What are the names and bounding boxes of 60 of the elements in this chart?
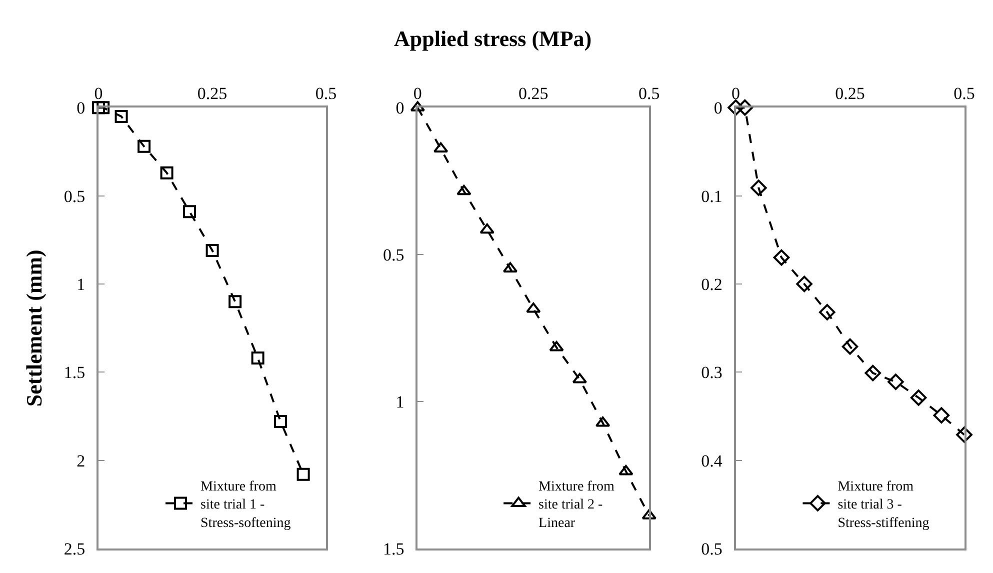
- x-tick-label: 0.25: [835, 84, 865, 103]
- y-tick-label: 2.5: [64, 539, 86, 558]
- legend-label: Mixture from site trial 1 - Stress-softening: [200, 479, 291, 531]
- legend-label: Mixture from site trial 2 - Linear: [538, 479, 614, 531]
- point: [773, 249, 790, 266]
- y-tick-label: 0.2: [701, 274, 722, 294]
- y-tick-label: 1.5: [383, 539, 404, 558]
- point: [92, 101, 106, 114]
- x-tick-label: 0.25: [197, 84, 228, 103]
- x-tick-label: 0: [94, 84, 103, 103]
- point: [480, 223, 494, 234]
- x-tick-label: 0.5: [315, 84, 337, 103]
- x-tick-label: 0.5: [638, 84, 660, 103]
- y-tick-label: 0.3: [701, 363, 722, 382]
- point: [526, 302, 541, 313]
- point: [114, 110, 128, 123]
- y-tick-label: 0: [714, 98, 722, 118]
- point: [642, 509, 656, 520]
- y-tick-label: 0.5: [701, 539, 722, 558]
- y-tick-label: 2: [76, 451, 86, 470]
- point: [296, 468, 310, 481]
- x-tick-label: 0.25: [518, 84, 548, 103]
- point: [251, 352, 264, 365]
- point: [206, 244, 219, 257]
- point: [138, 140, 151, 153]
- x-tick-label: 0.5: [954, 84, 975, 103]
- y-tick-label: 1: [396, 392, 404, 412]
- y-tick-label: 0.5: [64, 186, 86, 206]
- y-tick-label: 0: [76, 98, 86, 118]
- point: [750, 180, 767, 196]
- point: [956, 426, 972, 443]
- y-tick-label: 0.5: [383, 246, 404, 265]
- y-axis-title: Settlement (mm): [21, 250, 46, 407]
- point: [736, 99, 754, 116]
- point: [96, 101, 110, 114]
- point: [796, 276, 812, 292]
- x-tick-label: 0: [413, 84, 422, 103]
- x-tick-label: 0: [732, 84, 740, 103]
- point: [819, 304, 836, 320]
- point: [618, 464, 634, 476]
- legend-label: Mixture from site trial 3 - Stress-stiffening: [838, 479, 930, 531]
- point: [842, 338, 858, 355]
- point: [728, 99, 744, 116]
- point: [228, 295, 242, 308]
- point: [910, 390, 927, 406]
- point: [433, 142, 448, 153]
- y-tick-label: 0: [396, 98, 404, 118]
- point: [274, 415, 288, 428]
- point: [183, 205, 196, 218]
- point: [864, 364, 882, 382]
- y-tick-label: 0.4: [701, 451, 723, 470]
- point: [456, 184, 472, 196]
- point: [549, 340, 564, 352]
- y-tick-label: 0.1: [701, 186, 722, 206]
- point: [888, 374, 904, 390]
- y-tick-label: 1: [76, 274, 86, 294]
- point: [160, 166, 174, 180]
- x-axis-title: Applied stress (MPa): [394, 26, 592, 51]
- point: [933, 407, 950, 424]
- y-tick-label: 1.5: [64, 363, 86, 382]
